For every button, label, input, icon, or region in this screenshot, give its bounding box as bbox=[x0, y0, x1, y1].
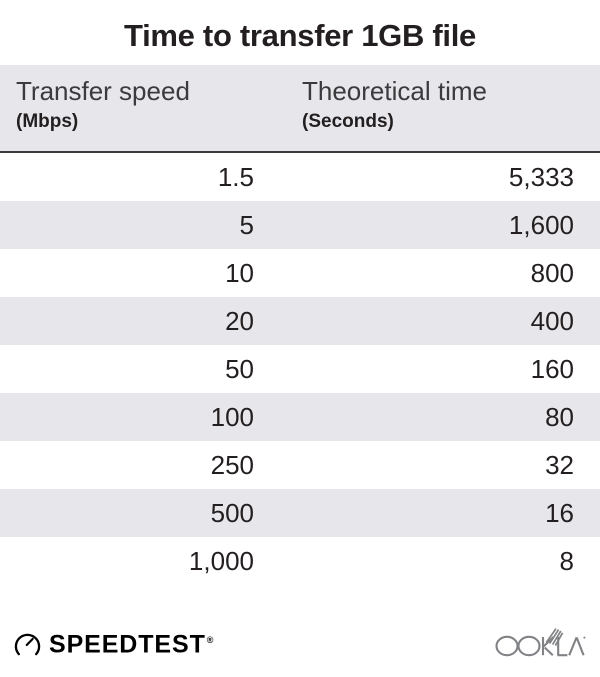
ookla-wordmark-icon bbox=[495, 628, 586, 657]
column-header-theoretical-time: Theoretical time (Seconds) bbox=[302, 74, 487, 136]
table-row: 5 1,600 bbox=[0, 201, 600, 249]
cell-theoretical-time: 1,600 bbox=[508, 210, 574, 240]
cell-transfer-speed: 1.5 bbox=[217, 162, 254, 192]
transfer-time-table: Transfer speed (Mbps) Theoretical time (… bbox=[0, 65, 600, 585]
cell-theoretical-time: 8 bbox=[559, 546, 574, 576]
cell-theoretical-time: 32 bbox=[545, 450, 574, 480]
table-row: 500 16 bbox=[0, 489, 600, 537]
column-header-transfer-speed-label: Transfer speed bbox=[16, 76, 190, 106]
speedtest-trademark: ® bbox=[206, 635, 215, 646]
column-header-theoretical-time-label: Theoretical time bbox=[302, 76, 487, 106]
cell-transfer-speed: 50 bbox=[225, 354, 254, 384]
cell-transfer-speed: 5 bbox=[239, 210, 254, 240]
table-body: 1.5 5,333 5 1,600 10 800 20 400 50 160 1… bbox=[0, 153, 600, 585]
table-row: 1,000 8 bbox=[0, 537, 600, 585]
table-header-row: Transfer speed (Mbps) Theoretical time (… bbox=[0, 65, 600, 153]
table-row: 250 32 bbox=[0, 441, 600, 489]
table-row: 50 160 bbox=[0, 345, 600, 393]
cell-theoretical-time: 800 bbox=[530, 258, 574, 288]
cell-transfer-speed: 250 bbox=[210, 450, 254, 480]
cell-theoretical-time: 5,333 bbox=[508, 162, 574, 192]
column-header-theoretical-time-unit: (Seconds) bbox=[302, 111, 394, 132]
cell-theoretical-time: 160 bbox=[530, 354, 574, 384]
table-row: 100 80 bbox=[0, 393, 600, 441]
table-row: 1.5 5,333 bbox=[0, 153, 600, 201]
cell-transfer-speed: 100 bbox=[210, 402, 254, 432]
ookla-logo bbox=[494, 625, 586, 659]
cell-theoretical-time: 400 bbox=[530, 306, 574, 336]
cell-transfer-speed: 20 bbox=[225, 306, 254, 336]
speedtest-logo: SPEEDTEST® bbox=[14, 628, 214, 658]
cell-transfer-speed: 1,000 bbox=[188, 546, 254, 576]
page-title: Time to transfer 1GB file bbox=[124, 18, 476, 53]
table-row: 20 400 bbox=[0, 297, 600, 345]
speedtest-wordmark-text: SPEEDTEST bbox=[49, 630, 206, 659]
speedtest-wordmark: SPEEDTEST® bbox=[49, 627, 214, 658]
cell-theoretical-time: 16 bbox=[545, 498, 574, 528]
cell-transfer-speed: 10 bbox=[225, 258, 254, 288]
column-header-transfer-speed-unit: (Mbps) bbox=[16, 111, 79, 132]
footer-branding: SPEEDTEST® bbox=[0, 612, 600, 677]
table-row: 10 800 bbox=[0, 249, 600, 297]
cell-theoretical-time: 80 bbox=[545, 402, 574, 432]
cell-transfer-speed: 500 bbox=[210, 498, 254, 528]
speedometer-icon bbox=[14, 633, 41, 655]
column-header-transfer-speed: Transfer speed (Mbps) bbox=[16, 74, 190, 136]
